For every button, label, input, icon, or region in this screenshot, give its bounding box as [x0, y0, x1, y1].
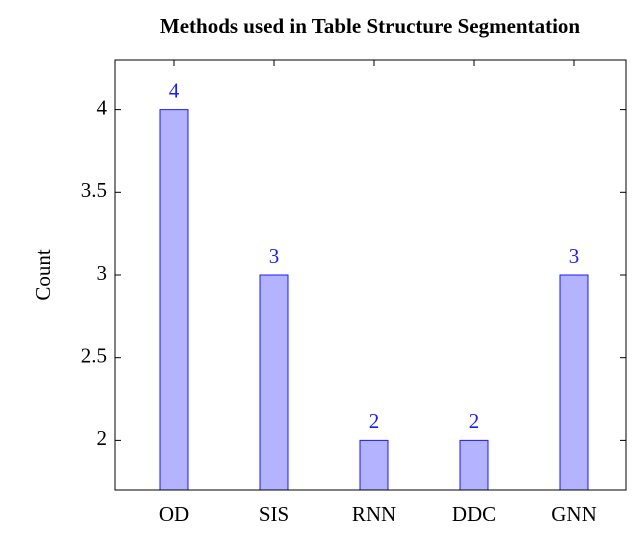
y-axis-label: Count — [31, 249, 55, 301]
x-tick-label: DDC — [452, 502, 496, 526]
y-tick-label: 3.5 — [81, 178, 107, 202]
plot-frame — [114, 59, 627, 491]
bar — [559, 274, 589, 491]
x-tick-label: SIS — [259, 502, 289, 526]
value-label: 3 — [269, 244, 280, 268]
x-tick-label: OD — [159, 502, 189, 526]
value-label: 4 — [169, 78, 180, 102]
bar — [359, 439, 389, 491]
bar — [259, 274, 289, 491]
y-tick-label: 2.5 — [81, 344, 107, 368]
value-label: 3 — [569, 244, 580, 268]
y-tick-label: 4 — [97, 95, 108, 119]
y-tick-label: 3 — [97, 261, 108, 285]
bar — [159, 109, 189, 491]
bar — [459, 439, 489, 491]
value-label: 2 — [469, 409, 480, 433]
y-tick-label: 2 — [97, 426, 108, 450]
x-tick-label: RNN — [352, 502, 396, 526]
chart-title: Methods used in Table Structure Segmenta… — [160, 14, 581, 38]
value-label: 2 — [369, 409, 380, 433]
x-tick-label: GNN — [551, 502, 597, 526]
